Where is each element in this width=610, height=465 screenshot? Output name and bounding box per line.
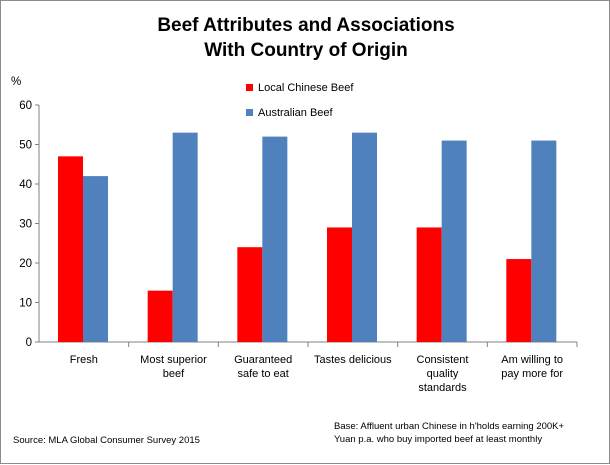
y-axis-unit-label: % bbox=[11, 76, 21, 88]
y-tick-label: 0 bbox=[26, 337, 32, 349]
category-label: Tastes delicious bbox=[314, 354, 392, 366]
category-label: standards bbox=[418, 382, 467, 394]
category-label: Most superior bbox=[140, 354, 207, 366]
bar-australian-beef bbox=[531, 140, 557, 342]
axes: 0 10 20 30 40 50 60 bbox=[19, 100, 578, 349]
bar-local-chinese-beef bbox=[58, 156, 83, 342]
category-label: Consistent bbox=[417, 354, 469, 366]
y-tick-label: 30 bbox=[19, 219, 32, 231]
bar-local-chinese-beef bbox=[506, 259, 532, 342]
category-label: quality bbox=[427, 368, 459, 380]
chart-title-line: Beef Attributes and Associations bbox=[157, 15, 454, 36]
bar-australian-beef bbox=[352, 132, 377, 342]
source-note: Source: MLA Global Consumer Survey 2015 bbox=[13, 435, 200, 446]
y-tick-label: 40 bbox=[19, 179, 32, 191]
y-tick-label: 20 bbox=[19, 258, 32, 270]
category-label: Guaranteed bbox=[234, 354, 292, 366]
category-label: safe to eat bbox=[237, 368, 288, 380]
bar-local-chinese-beef bbox=[416, 227, 442, 342]
legend-label: Australian Beef bbox=[258, 107, 334, 119]
legend-swatch bbox=[246, 109, 253, 116]
category-label: Am willing to bbox=[501, 354, 563, 366]
category-label: Fresh bbox=[70, 354, 98, 366]
bar-australian-beef bbox=[262, 136, 288, 342]
bar-australian-beef bbox=[172, 132, 198, 342]
bars bbox=[58, 132, 557, 342]
bar-local-chinese-beef bbox=[147, 290, 173, 342]
footnotes: Source: MLA Global Consumer Survey 2015 B… bbox=[13, 421, 565, 446]
legend-label: Local Chinese Beef bbox=[258, 82, 354, 94]
bar-australian-beef bbox=[441, 140, 467, 342]
category-label: pay more for bbox=[501, 368, 563, 380]
legend-swatch bbox=[246, 84, 253, 91]
y-tick-label: 60 bbox=[19, 100, 32, 112]
y-tick-label: 50 bbox=[19, 140, 32, 152]
chart-title-line: With Country of Origin bbox=[204, 40, 408, 61]
base-note: Base: Affluent urban Chinese in h'holds … bbox=[334, 421, 565, 432]
bar-australian-beef bbox=[83, 176, 108, 342]
category-labels: Fresh Most superior beef Guaranteed safe to … bbox=[70, 354, 564, 394]
legend: Local Chinese Beef Australian Beef bbox=[246, 82, 354, 119]
y-tick-label: 10 bbox=[19, 298, 32, 310]
category-label: beef bbox=[163, 368, 185, 380]
chart-title: Beef Attributes and Associations With Cou… bbox=[157, 15, 454, 61]
bar-local-chinese-beef bbox=[327, 227, 352, 342]
bar-local-chinese-beef bbox=[237, 247, 263, 342]
base-note: Yuan p.a. who buy imported beef at least… bbox=[334, 434, 542, 445]
